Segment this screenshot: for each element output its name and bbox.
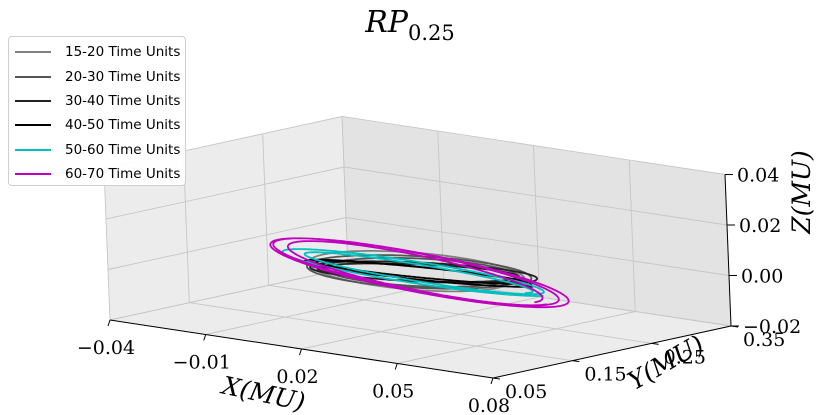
y-tick-label: 0.05 bbox=[505, 381, 547, 403]
z-gridline-back bbox=[343, 166, 728, 226]
legend-swatch bbox=[15, 51, 51, 54]
y-tick-mark bbox=[492, 377, 501, 380]
y-tick-label: 0.25 bbox=[664, 346, 706, 368]
legend-label: 40-50 Time Units bbox=[65, 117, 181, 134]
legend: 15-20 Time Units 20-30 Time Units 30-40 Ti… bbox=[8, 36, 186, 186]
x-gridline-back bbox=[533, 145, 540, 298]
chart-title-main: RP bbox=[364, 5, 409, 40]
z-tick-label: 0.02 bbox=[739, 215, 781, 237]
z-gridline-back bbox=[345, 217, 730, 276]
y-tick-label: 0.35 bbox=[743, 329, 785, 351]
y-axis-line bbox=[492, 325, 732, 379]
z-gridline-back bbox=[347, 267, 732, 327]
chart-title: RP0.25 bbox=[364, 5, 455, 45]
legend-item: 30-40 Time Units bbox=[15, 89, 181, 113]
tick-labels: −0.04−0.010.020.050.080.050.150.250.35−0… bbox=[77, 165, 801, 415]
x-tick-label: −0.04 bbox=[77, 337, 135, 359]
x-tick-label: 0.08 bbox=[468, 395, 510, 415]
x-tick-mark bbox=[394, 363, 398, 370]
z-gridline-back bbox=[341, 116, 726, 175]
axes-panes bbox=[103, 116, 732, 378]
y-tick-mark bbox=[651, 342, 659, 345]
x-gridline-floor bbox=[301, 296, 540, 350]
x-tick-label: 0.05 bbox=[372, 381, 414, 403]
legend-swatch bbox=[15, 173, 51, 176]
x-tick-label: −0.01 bbox=[173, 352, 231, 374]
x-tick-mark bbox=[203, 334, 207, 341]
legend-label: 60-70 Time Units bbox=[65, 166, 181, 183]
legend-item: 15-20 Time Units bbox=[15, 40, 181, 64]
chart-title-subscript: 0.25 bbox=[408, 21, 455, 45]
series-layer bbox=[269, 237, 570, 309]
z-axis-line bbox=[724, 174, 732, 327]
legend-label: 30-40 Time Units bbox=[65, 92, 181, 109]
series-line-6 bbox=[269, 237, 570, 309]
z-tick-label: 0.00 bbox=[741, 266, 783, 288]
legend-label: 15-20 Time Units bbox=[65, 44, 181, 61]
z-axis-label: Z(MU) bbox=[787, 150, 816, 235]
legend-item: 50-60 Time Units bbox=[15, 138, 181, 162]
x-tick-mark bbox=[299, 348, 302, 356]
y-gridline-left bbox=[103, 168, 111, 321]
y-gridline-floor bbox=[189, 302, 573, 362]
x-tick-mark bbox=[107, 319, 111, 327]
legend-swatch bbox=[15, 75, 51, 78]
legend-item: 20-30 Time Units bbox=[15, 64, 181, 88]
x-tick-mark bbox=[490, 377, 494, 385]
y-tick-mark bbox=[572, 360, 580, 363]
x-gridline-floor bbox=[205, 282, 444, 335]
z-tick-label: 0.04 bbox=[737, 165, 779, 187]
legend-label: 20-30 Time Units bbox=[65, 68, 181, 85]
axes-grid bbox=[103, 116, 739, 385]
legend-swatch bbox=[15, 124, 51, 127]
legend-item: 40-50 Time Units bbox=[15, 113, 181, 137]
legend-swatch bbox=[15, 148, 51, 151]
legend-item: 60-70 Time Units bbox=[15, 162, 181, 186]
z-tick-label: −0.02 bbox=[743, 316, 801, 338]
z-gridline-left bbox=[109, 267, 349, 321]
x-gridline-floor bbox=[397, 311, 636, 364]
series-line-5 bbox=[281, 248, 545, 297]
x-tick-label: 0.02 bbox=[276, 366, 318, 388]
z-gridline-left bbox=[107, 217, 347, 270]
x-gridline-back bbox=[628, 159, 636, 312]
z-gridline-left bbox=[105, 166, 345, 220]
legend-swatch bbox=[15, 99, 51, 102]
y-gridline-left bbox=[262, 133, 270, 286]
legend-label: 50-60 Time Units bbox=[65, 141, 181, 158]
y-tick-label: 0.15 bbox=[584, 364, 626, 386]
y-gridline-floor bbox=[268, 284, 652, 344]
